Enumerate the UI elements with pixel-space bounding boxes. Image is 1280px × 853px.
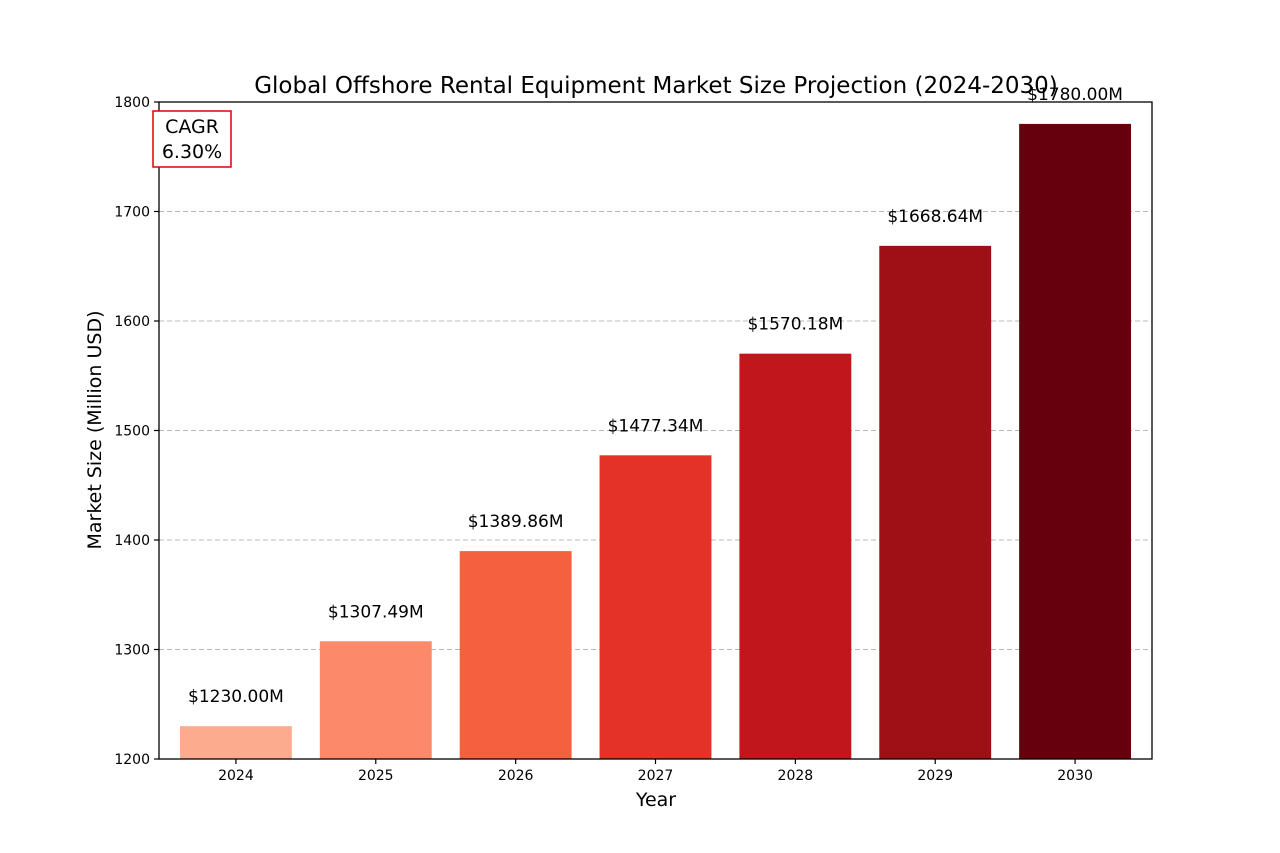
bar-2027 bbox=[599, 455, 712, 759]
y-tick-label: 1400 bbox=[114, 533, 150, 549]
data-label-2025: $1307.49M bbox=[328, 602, 424, 622]
y-tick-label: 1200 bbox=[114, 752, 150, 768]
y-axis-label: Market Size (Million USD) bbox=[84, 310, 106, 549]
y-axis-ticks: 1200 1300 1400 1500 1600 1700 1800 bbox=[114, 95, 159, 768]
x-axis-ticks: 2024 2025 2026 2027 2028 2029 2030 bbox=[218, 759, 1093, 784]
x-tick-label: 2029 bbox=[917, 768, 953, 784]
data-labels: $1230.00M $1307.49M $1389.86M $1477.34M $157… bbox=[188, 85, 1123, 707]
x-tick-label: 2025 bbox=[358, 768, 394, 784]
y-tick-label: 1300 bbox=[114, 643, 150, 659]
x-axis-label: Year bbox=[635, 789, 676, 811]
data-label-2029: $1668.64M bbox=[887, 207, 983, 227]
bar-2025 bbox=[319, 641, 432, 759]
bars bbox=[179, 123, 1132, 759]
x-tick-label: 2027 bbox=[638, 768, 674, 784]
y-tick-label: 1800 bbox=[114, 95, 150, 111]
y-tick-label: 1700 bbox=[114, 205, 150, 221]
y-tick-label: 1500 bbox=[114, 424, 150, 440]
cagr-value: 6.30% bbox=[162, 141, 222, 163]
x-tick-label: 2026 bbox=[498, 768, 534, 784]
y-tick-label: 1600 bbox=[114, 314, 150, 330]
cagr-annotation-border bbox=[152, 110, 232, 168]
plot-frame bbox=[158, 101, 1153, 760]
chart-title: Global Offshore Rental Equipment Market … bbox=[254, 73, 1058, 99]
cagr-label: CAGR bbox=[165, 116, 219, 138]
bar-2028 bbox=[739, 353, 852, 759]
bar-2030 bbox=[1019, 123, 1132, 759]
x-tick-label: 2030 bbox=[1057, 768, 1093, 784]
x-tick-label: 2028 bbox=[778, 768, 814, 784]
data-label-2027: $1477.34M bbox=[608, 416, 704, 436]
bar-2029 bbox=[879, 245, 992, 759]
data-label-2026: $1389.86M bbox=[468, 512, 564, 532]
x-tick-label: 2024 bbox=[218, 768, 254, 784]
data-label-2030: $1780.00M bbox=[1027, 85, 1123, 105]
cagr-annotation: CAGR 6.30% bbox=[152, 110, 232, 168]
bar-2024 bbox=[179, 726, 292, 759]
bar-2026 bbox=[459, 551, 572, 759]
data-label-2024: $1230.00M bbox=[188, 687, 284, 707]
data-label-2028: $1570.18M bbox=[747, 315, 843, 335]
